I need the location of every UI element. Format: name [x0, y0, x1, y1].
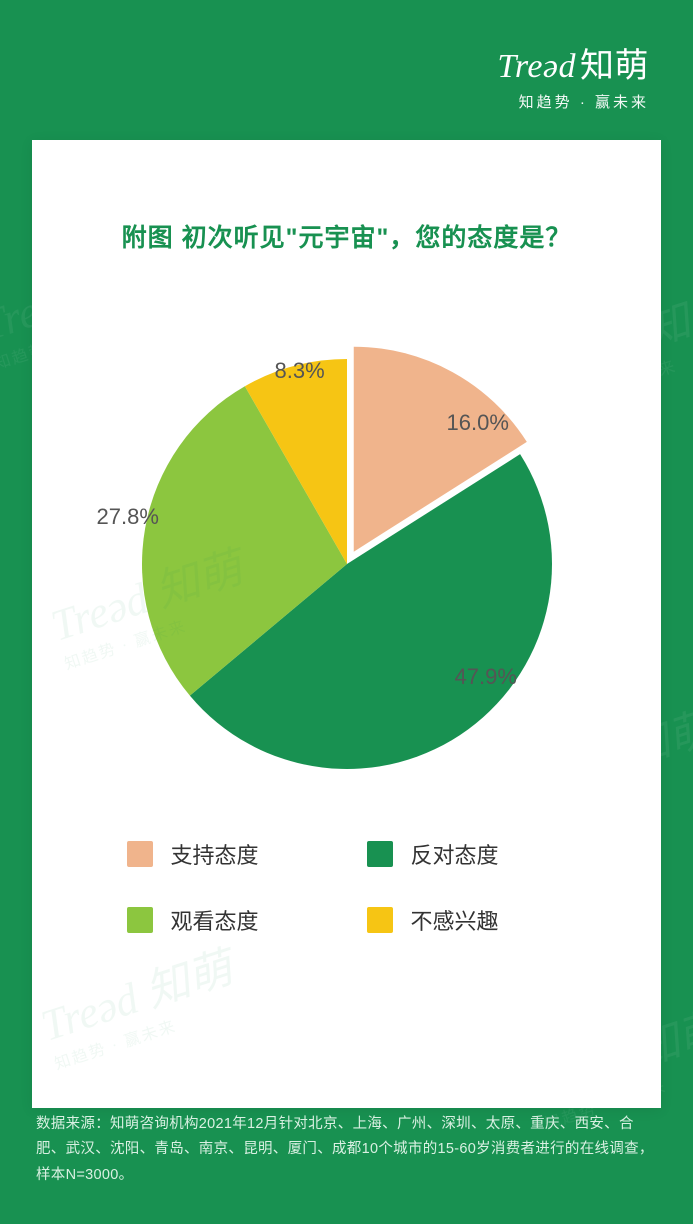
legend-item-watch: 观看态度 [127, 904, 327, 936]
logo-tagline: 知趋势 · 赢未来 [497, 91, 649, 112]
chart-card: 附图 初次听见"元宇宙"，您的态度是？ 16.0%47.9%27.8%8.3% … [32, 140, 661, 1108]
pie-svg [67, 314, 627, 794]
pie-label-oppose: 47.9% [455, 664, 517, 690]
pie-label-support: 16.0% [447, 410, 509, 436]
data-source-footer: 数据来源：知萌咨询机构2021年12月针对北京、上海、广州、深圳、太原、重庆、西… [36, 1112, 657, 1188]
chart-title: 附图 初次听见"元宇宙"，您的态度是？ [32, 218, 661, 254]
logo-main: Treǝd知萌 [497, 38, 649, 87]
legend-swatch-watch [127, 907, 153, 933]
pie-chart: 16.0% 47.9% 27.8% 8.3% [67, 314, 627, 794]
logo-cn: 知萌 [580, 47, 649, 85]
legend-label-nointerest: 不感兴趣 [411, 904, 499, 936]
legend-swatch-support [127, 841, 153, 867]
legend-label-oppose: 反对态度 [411, 838, 499, 870]
legend-swatch-nointerest [367, 907, 393, 933]
legend-label-support: 支持态度 [171, 838, 259, 870]
pie-label-nointerest: 8.3% [275, 358, 325, 384]
legend-label-watch: 观看态度 [171, 904, 259, 936]
legend-swatch-oppose [367, 841, 393, 867]
chart-legend: 支持态度 反对态度观看态度 不感兴趣 [127, 838, 567, 936]
legend-item-nointerest: 不感兴趣 [367, 904, 567, 936]
legend-item-oppose: 反对态度 [367, 838, 567, 870]
pie-label-watch: 27.8% [97, 504, 159, 530]
brand-logo: Treǝd知萌 知趋势 · 赢未来 [497, 38, 649, 112]
logo-en: Treǝd [497, 48, 576, 85]
legend-item-support: 支持态度 [127, 838, 327, 870]
